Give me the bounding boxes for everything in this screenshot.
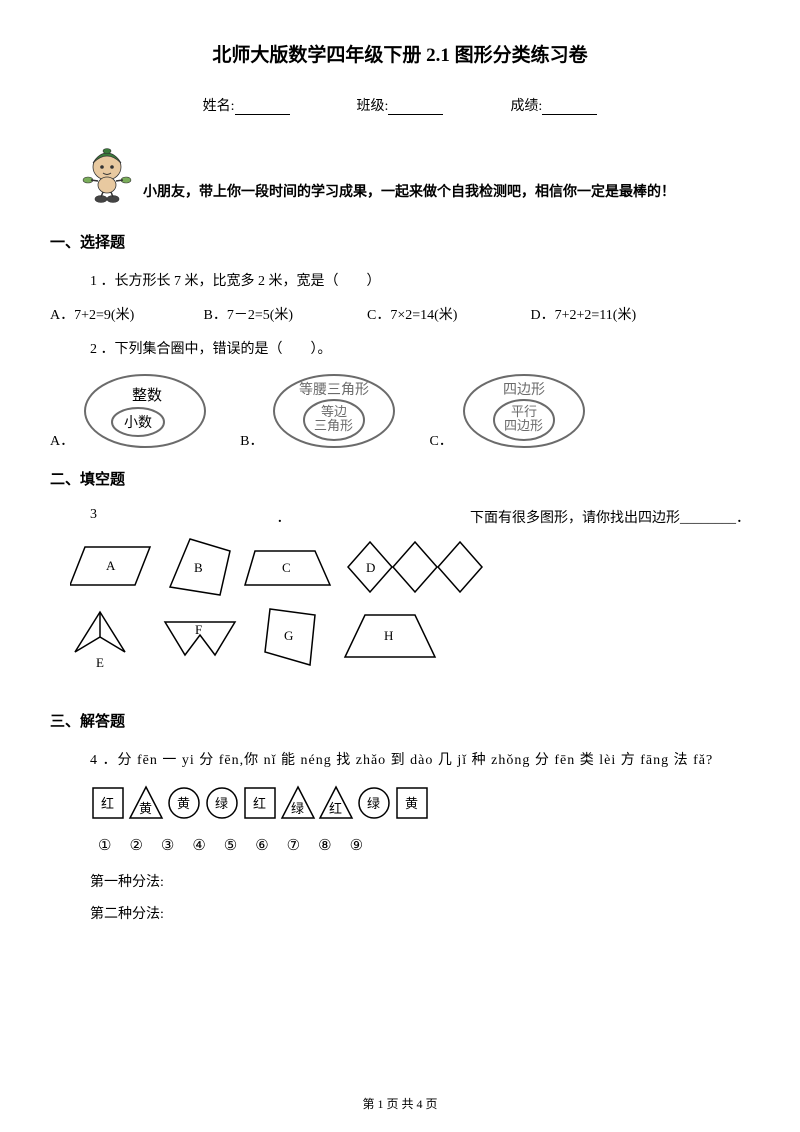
q1-text: 1 ．长方形长 7 米，比宽多 2 米，宽是（ ） [90, 270, 750, 290]
section-1-header: 一、选择题 [50, 231, 750, 252]
svg-text:B: B [194, 560, 203, 575]
q1-optA: A．7+2=9(米) [50, 304, 200, 324]
svg-text:绿: 绿 [291, 801, 304, 816]
page-title: 北师大版数学四年级下册 2.1 图形分类练习卷 [50, 40, 750, 67]
class-label: 班级: [357, 95, 389, 115]
q3-dot: ． [277, 507, 291, 527]
svg-text:D: D [366, 560, 375, 575]
svg-text:红: 红 [253, 796, 266, 811]
q2-venn-row: A． 整数 小数 B． 等腰三角形 等边 三角形 C． 四边形 平行 四边形 [50, 372, 750, 450]
svg-text:四边形: 四边形 [504, 418, 543, 433]
q4-shapes: 红黄黄绿红绿红绿黄 [90, 783, 750, 828]
q2-labelC: C． [429, 430, 452, 450]
q4-nums: ①②③④⑤⑥⑦⑧⑨ [98, 836, 750, 855]
svg-text:小数: 小数 [124, 415, 152, 431]
class-blank[interactable] [388, 101, 443, 115]
venn-b-icon: 等腰三角形 等边 三角形 [269, 372, 399, 450]
svg-text:平行: 平行 [511, 404, 537, 419]
venn-c-icon: 四边形 平行 四边形 [459, 372, 589, 450]
svg-text:黄: 黄 [139, 801, 152, 816]
svg-text:整数: 整数 [132, 387, 162, 404]
intro-row: 小朋友，带上你一段时间的学习成果，一起来做个自我检测吧，相信你一定是最棒的！ [80, 145, 750, 205]
svg-text:红: 红 [101, 796, 114, 811]
q3-row: 3 ． 下面有很多图形，请你找出四边形________． [90, 507, 750, 527]
svg-text:E: E [96, 655, 104, 670]
q4-method2: 第二种分法: [90, 903, 750, 923]
q2-text: 2 ．下列集合圈中，错误的是（ ）。 [90, 338, 750, 358]
q3-shapes: A B C D E F G H [70, 537, 750, 692]
page-footer: 第 1 页 共 4 页 [0, 1095, 800, 1112]
venn-a-icon: 整数 小数 [80, 372, 210, 450]
svg-text:绿: 绿 [367, 796, 380, 811]
svg-text:G: G [284, 628, 293, 643]
svg-text:H: H [384, 628, 393, 643]
q1-optC: C．7×2=14(米) [367, 304, 527, 324]
q3-text: 下面有很多图形，请你找出四边形________． [470, 507, 750, 527]
header-fields: 姓名: 班级: 成绩: [50, 95, 750, 115]
q4-text: 4 ．分 fēn 一 yi 分 fēn,你 nǐ 能 néng 找 zhǎo 到… [90, 749, 750, 769]
svg-text:A: A [106, 558, 116, 573]
svg-text:黄: 黄 [177, 796, 190, 811]
intro-text: 小朋友，带上你一段时间的学习成果，一起来做个自我检测吧，相信你一定是最棒的！ [143, 181, 675, 205]
score-label: 成绩: [510, 95, 542, 115]
svg-text:C: C [282, 560, 291, 575]
q4-method1: 第一种分法: [90, 871, 750, 891]
section-3-header: 三、解答题 [50, 710, 750, 731]
svg-text:F: F [195, 622, 202, 637]
q1-optB: B．7－2=5(米) [204, 304, 364, 324]
q2-labelA: A． [50, 430, 74, 450]
q3-num: 3 [90, 507, 97, 527]
q1-options: A．7+2=9(米) B．7－2=5(米) C．7×2=14(米) D．7+2+… [50, 304, 750, 324]
name-label: 姓名: [203, 95, 235, 115]
svg-text:等边: 等边 [321, 404, 347, 419]
svg-text:红: 红 [329, 801, 342, 816]
mascot-icon [80, 145, 135, 205]
name-blank[interactable] [235, 101, 290, 115]
svg-text:三角形: 三角形 [314, 418, 353, 433]
score-blank[interactable] [542, 101, 597, 115]
svg-text:等腰三角形: 等腰三角形 [299, 381, 369, 398]
svg-text:四边形: 四边形 [503, 382, 545, 398]
q2-labelB: B． [240, 430, 263, 450]
svg-text:黄: 黄 [405, 796, 418, 811]
svg-text:绿: 绿 [215, 796, 228, 811]
section-2-header: 二、填空题 [50, 468, 750, 489]
q1-optD: D．7+2+2=11(米) [531, 304, 637, 324]
